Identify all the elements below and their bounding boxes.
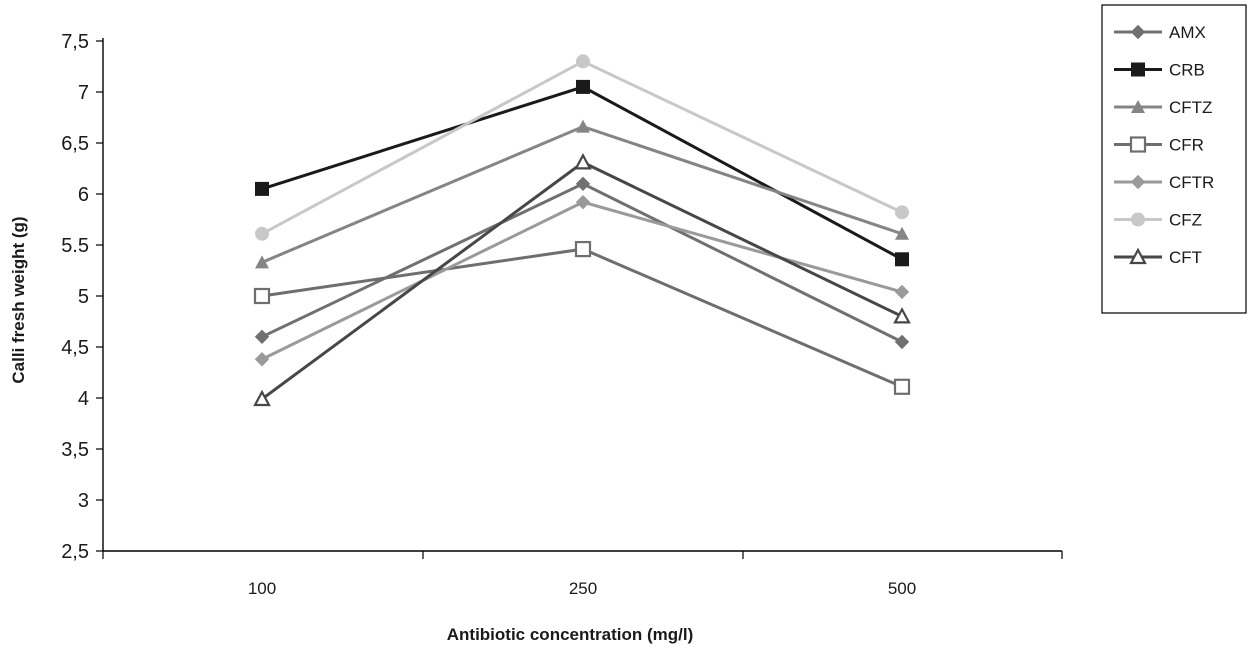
data-point-crb xyxy=(576,79,590,94)
data-point-cfr xyxy=(574,240,592,258)
legend-items: AMX CRB CFTZ CFR CFTR CFZ CFT xyxy=(1114,23,1214,267)
legend-label-cft: CFT xyxy=(1169,248,1202,267)
data-point-cfz xyxy=(895,205,909,220)
legend-marker-crb xyxy=(1131,62,1145,77)
y-tick-label: 3,5 xyxy=(61,439,89,461)
data-point-cftr xyxy=(254,352,270,367)
y-ticks: 2,5 3 3,5 4 4,5 5 5.5 6 6,5 7 7,5 xyxy=(61,31,103,563)
legend-marker-cftz xyxy=(1131,100,1145,113)
legend-item-cfr: CFR xyxy=(1114,136,1204,155)
data-point-cfr xyxy=(893,378,911,395)
x-ticks: 100 250 500 xyxy=(102,551,1063,598)
data-point-cftz xyxy=(895,226,909,240)
legend-label-cftr: CFTR xyxy=(1169,173,1214,192)
legend-marker-cft xyxy=(1129,247,1147,265)
series-cftr xyxy=(254,194,910,367)
data-point-cft xyxy=(574,153,592,170)
legend-label-cftz: CFTZ xyxy=(1169,98,1212,117)
legend-label-cfr: CFR xyxy=(1169,136,1204,155)
legend-label-cfz: CFZ xyxy=(1169,211,1202,230)
y-tick-label: 6,5 xyxy=(61,133,89,155)
legend-label-amx: AMX xyxy=(1169,23,1206,42)
legend-item-cftz: CFTZ xyxy=(1114,98,1212,117)
data-point-cfz xyxy=(255,226,269,241)
x-tick-label: 500 xyxy=(888,579,916,598)
x-axis-title: Antibiotic concentration (mg/l) xyxy=(447,625,694,644)
y-axis-title: Calli fresh weight (g) xyxy=(9,216,28,383)
data-point-cftz xyxy=(576,119,590,133)
data-point-crb xyxy=(255,181,269,196)
y-tick-label: 3 xyxy=(78,490,89,512)
legend-marker-cftr xyxy=(1130,174,1146,190)
data-point-amx xyxy=(254,329,270,345)
data-point-cfz xyxy=(576,54,590,69)
legend-marker-cfr xyxy=(1129,136,1147,153)
legend-item-cft: CFT xyxy=(1114,247,1202,267)
data-point-cftr xyxy=(894,284,910,300)
series-line-crb xyxy=(261,85,903,261)
series-amx xyxy=(254,176,910,350)
y-tick-label: 4,5 xyxy=(61,337,89,359)
x-axis: 100 250 500 xyxy=(102,550,1063,598)
series-layer xyxy=(253,54,911,407)
data-point-crb xyxy=(895,252,909,267)
y-tick-label: 5 xyxy=(78,286,89,308)
data-point-cfr xyxy=(253,287,271,305)
x-tick-label: 100 xyxy=(248,579,276,598)
legend: AMX CRB CFTZ CFR CFTR CFZ CFT xyxy=(1101,4,1247,314)
data-point-amx xyxy=(575,176,591,192)
y-tick-label: 2,5 xyxy=(61,541,89,563)
legend-marker-amx xyxy=(1130,24,1146,40)
series-cft xyxy=(253,153,911,407)
y-tick-label: 5.5 xyxy=(61,235,89,257)
y-axis: 2,5 3 3,5 4 4,5 5 5.5 6 6,5 7 7,5 xyxy=(61,31,104,563)
y-tick-label: 7,5 xyxy=(61,31,89,53)
series-crb xyxy=(255,79,909,267)
data-point-cft xyxy=(893,307,911,324)
legend-item-amx: AMX xyxy=(1114,23,1206,42)
legend-marker-cfz xyxy=(1131,212,1145,227)
data-point-cftz xyxy=(255,255,269,269)
y-tick-label: 6 xyxy=(78,184,89,206)
data-point-cftr xyxy=(575,194,591,210)
legend-item-cftr: CFTR xyxy=(1114,173,1214,192)
series-cfr xyxy=(253,240,911,395)
legend-item-crb: CRB xyxy=(1114,61,1205,80)
y-tick-label: 7 xyxy=(78,82,89,104)
y-tick-label: 4 xyxy=(78,388,89,410)
data-point-cft xyxy=(253,389,271,407)
series-cfz xyxy=(255,54,909,241)
x-tick-label: 250 xyxy=(569,579,597,598)
data-point-amx xyxy=(894,334,910,350)
series-cftz xyxy=(255,119,909,269)
legend-box xyxy=(1101,4,1247,314)
legend-label-crb: CRB xyxy=(1169,61,1205,80)
legend-item-cfz: CFZ xyxy=(1114,211,1202,230)
